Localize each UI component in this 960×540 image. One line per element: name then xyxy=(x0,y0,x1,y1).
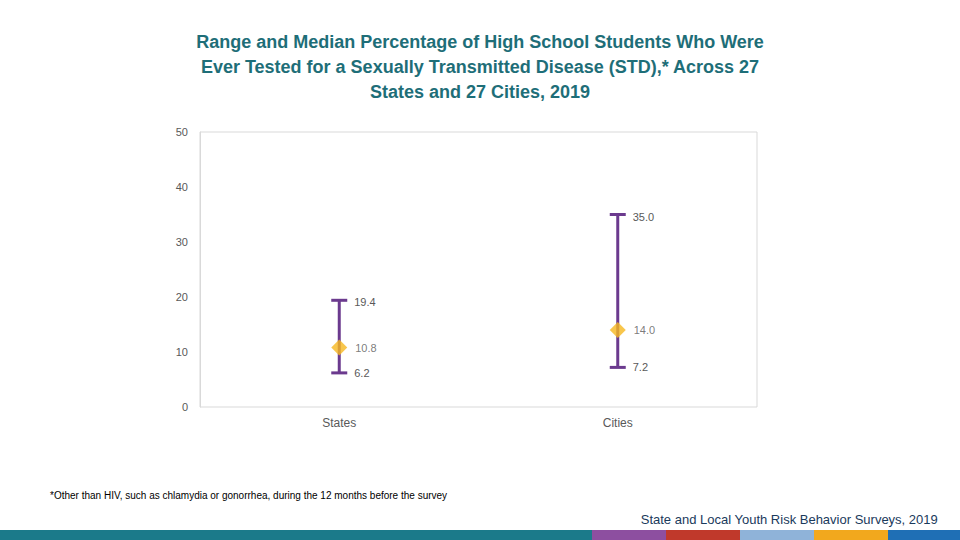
svg-text:20: 20 xyxy=(176,291,188,303)
svg-text:35.0: 35.0 xyxy=(633,211,654,223)
svg-text:40: 40 xyxy=(176,181,188,193)
svg-text:10.8: 10.8 xyxy=(355,342,376,354)
svg-text:6.2: 6.2 xyxy=(354,367,369,379)
svg-text:0: 0 xyxy=(182,401,188,413)
svg-text:Cities: Cities xyxy=(603,416,633,430)
svg-text:7.2: 7.2 xyxy=(633,361,648,373)
svg-text:Ever Tested for a Sexually Tra: Ever Tested for a Sexually Transmitted D… xyxy=(201,57,759,77)
svg-text:50: 50 xyxy=(176,126,188,138)
svg-text:*Other than HIV, such as chlam: *Other than HIV, such as chlamydia or go… xyxy=(50,490,447,501)
svg-text:Range and Median Percentage of: Range and Median Percentage of High Scho… xyxy=(196,32,764,52)
svg-text:10: 10 xyxy=(176,346,188,358)
svg-text:19.4: 19.4 xyxy=(354,296,375,308)
svg-text:State and Local Youth Risk Beh: State and Local Youth Risk Behavior Surv… xyxy=(641,512,938,527)
svg-text:30: 30 xyxy=(176,236,188,248)
svg-text:States: States xyxy=(322,416,356,430)
svg-text:14.0: 14.0 xyxy=(634,324,655,336)
svg-text:States and 27 Cities, 2019: States and 27 Cities, 2019 xyxy=(370,82,590,102)
